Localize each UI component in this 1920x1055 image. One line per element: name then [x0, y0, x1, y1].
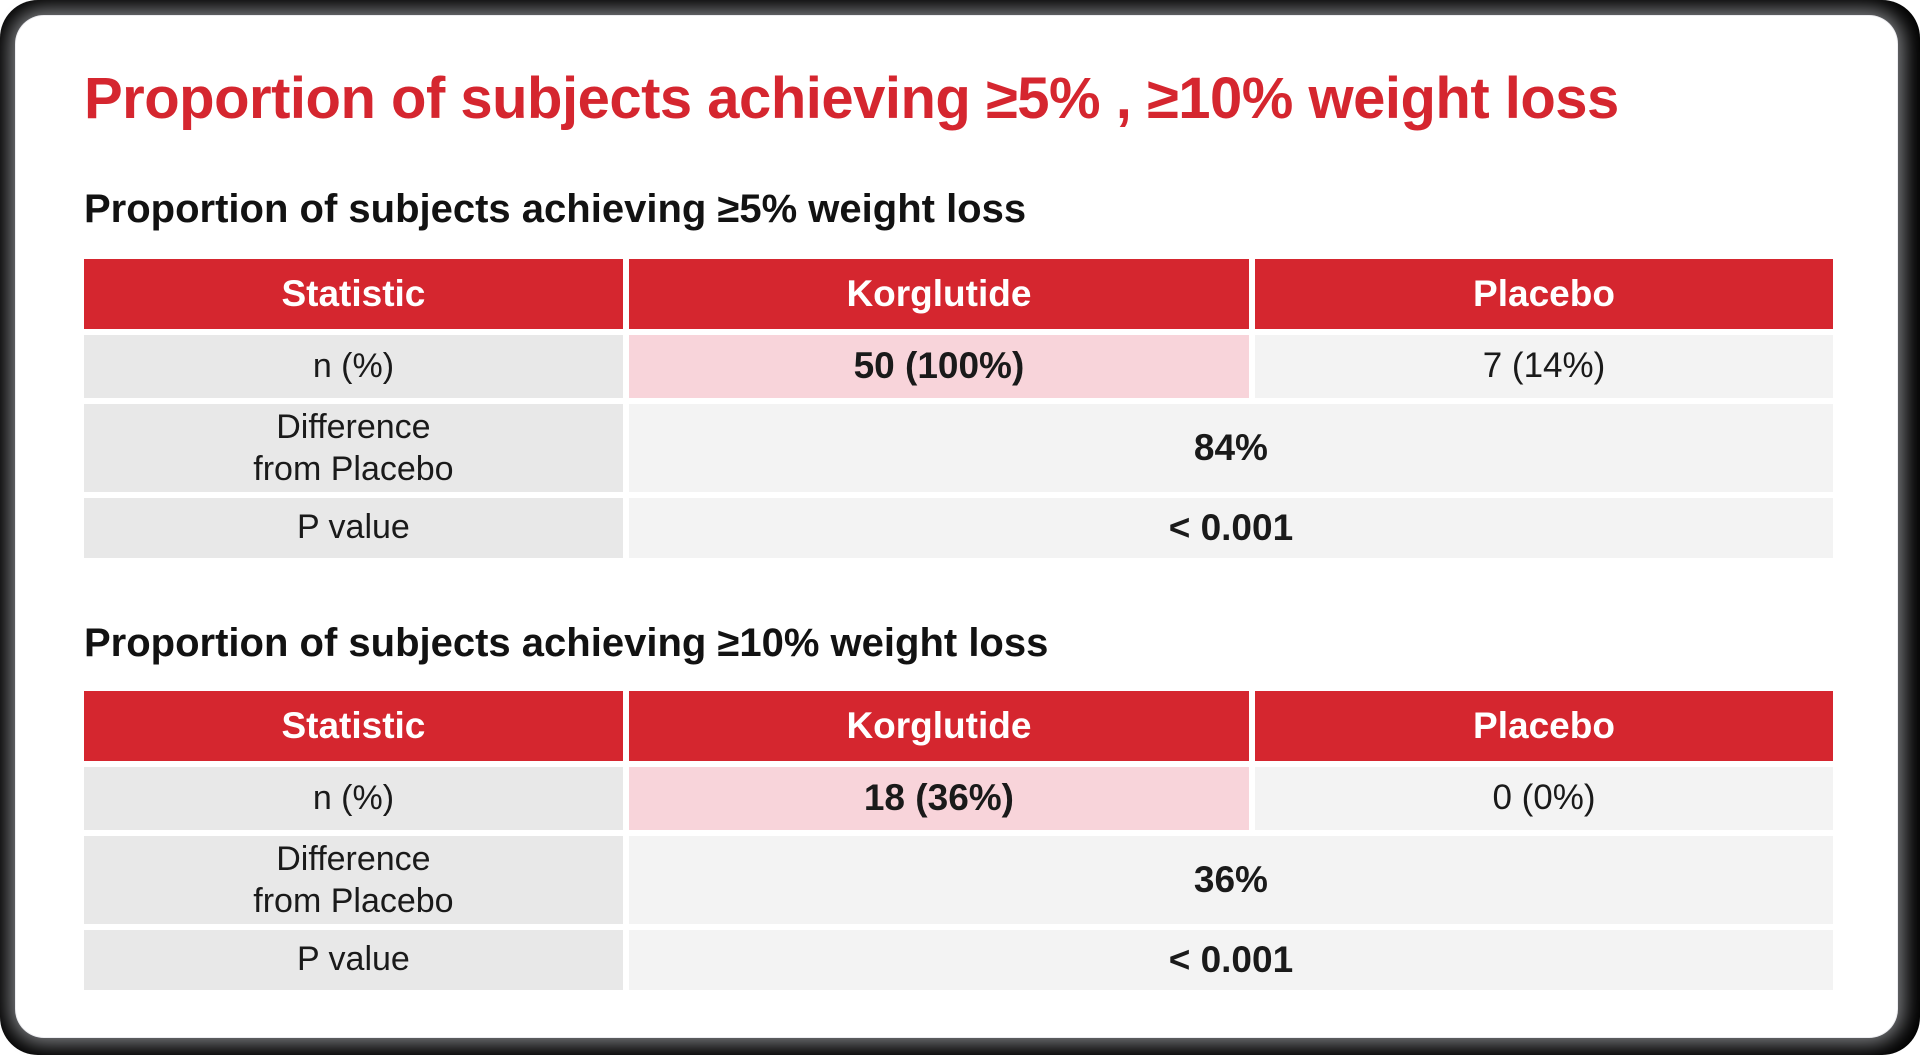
difference-from-placebo-value: 36% — [628, 835, 1833, 924]
weight-loss-5pct-table: Statistic Korglutide Placebo n (%) 50 (1… — [78, 253, 1839, 564]
row-label-n-percent: n (%) — [84, 766, 623, 830]
section-2-subtitle: Proportion of subjects achieving ≥10% we… — [84, 620, 1049, 665]
column-header-placebo: Placebo — [1255, 258, 1833, 329]
column-header-statistic: Statistic — [84, 258, 623, 329]
row-label-n-percent: n (%) — [84, 334, 623, 398]
table-row-n-percent: n (%) 18 (36%) 0 (0%) — [84, 766, 1833, 830]
placebo-n-percent-value: 7 (14%) — [1255, 334, 1833, 398]
section-1-subtitle: Proportion of subjects achieving ≥5% wei… — [84, 186, 1027, 231]
korglutide-n-percent-value: 50 (100%) — [628, 334, 1249, 398]
table-header-row: Statistic Korglutide Placebo — [84, 690, 1833, 761]
table-header-row: Statistic Korglutide Placebo — [84, 258, 1833, 329]
column-header-statistic: Statistic — [84, 690, 623, 761]
table-row-p-value: P value < 0.001 — [84, 929, 1833, 990]
page-title: Proportion of subjects achieving ≥5% , ≥… — [84, 66, 1619, 131]
korglutide-n-percent-value: 18 (36%) — [628, 766, 1249, 830]
column-header-korglutide: Korglutide — [628, 258, 1249, 329]
row-label-p-value: P value — [84, 497, 623, 558]
difference-label-line1: Difference — [276, 407, 431, 446]
weight-loss-10pct-table: Statistic Korglutide Placebo n (%) 18 (3… — [78, 685, 1839, 996]
difference-label-line2: from Placebo — [253, 449, 454, 488]
difference-label-line2: from Placebo — [253, 881, 454, 920]
p-value: < 0.001 — [628, 497, 1833, 558]
column-header-korglutide: Korglutide — [628, 690, 1249, 761]
column-header-placebo: Placebo — [1255, 690, 1833, 761]
table-row-difference: Difference from Placebo 84% — [84, 403, 1833, 492]
difference-label-line1: Difference — [276, 839, 431, 878]
difference-from-placebo-value: 84% — [628, 403, 1833, 492]
table-row-p-value: P value < 0.001 — [84, 497, 1833, 558]
row-label-p-value: P value — [84, 929, 623, 990]
content-card: Proportion of subjects achieving ≥5% , ≥… — [16, 16, 1897, 1037]
table-row-difference: Difference from Placebo 36% — [84, 835, 1833, 924]
placebo-n-percent-value: 0 (0%) — [1255, 766, 1833, 830]
row-label-difference: Difference from Placebo — [84, 403, 623, 492]
table-row-n-percent: n (%) 50 (100%) 7 (14%) — [84, 334, 1833, 398]
p-value: < 0.001 — [628, 929, 1833, 990]
row-label-difference: Difference from Placebo — [84, 835, 623, 924]
